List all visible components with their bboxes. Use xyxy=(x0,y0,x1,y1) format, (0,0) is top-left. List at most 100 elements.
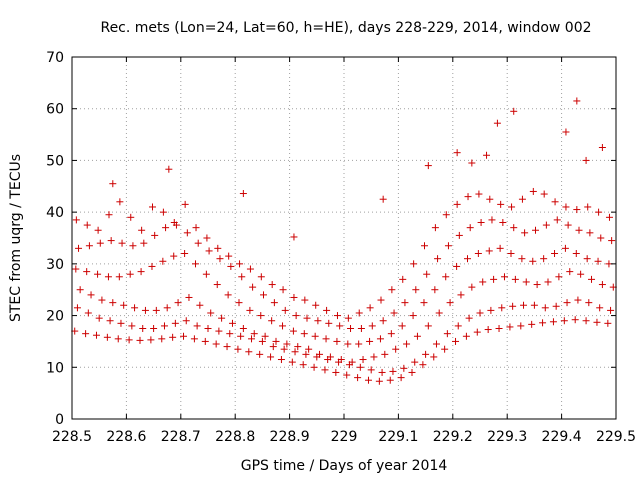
x-tick-label: 229.2 xyxy=(433,429,473,445)
data-point xyxy=(566,268,574,276)
data-point xyxy=(227,262,235,270)
data-point xyxy=(117,319,125,327)
data-point xyxy=(159,208,167,216)
data-point xyxy=(529,187,537,195)
data-point xyxy=(288,358,296,366)
data-point xyxy=(575,226,583,234)
data-point xyxy=(267,353,275,361)
data-point xyxy=(389,367,397,375)
data-point xyxy=(348,358,356,366)
data-point xyxy=(294,343,302,351)
data-point xyxy=(564,221,572,229)
data-point xyxy=(165,165,173,173)
data-point xyxy=(314,317,322,325)
data-point xyxy=(75,244,83,252)
data-point xyxy=(95,314,103,322)
data-point xyxy=(181,200,189,208)
data-point xyxy=(604,319,612,327)
data-point xyxy=(104,273,112,281)
data-point xyxy=(147,336,155,344)
data-point xyxy=(355,309,363,317)
x-tick-label: 228.8 xyxy=(215,429,255,445)
x-axis-label: GPS time / Days of year 2014 xyxy=(241,458,448,474)
data-point xyxy=(386,376,394,384)
data-point xyxy=(218,314,226,322)
data-point xyxy=(454,322,462,330)
data-point xyxy=(183,229,191,237)
y-tick-label: 60 xyxy=(46,102,64,118)
data-point xyxy=(347,325,355,332)
data-point xyxy=(510,224,518,232)
data-point xyxy=(397,374,405,382)
data-point xyxy=(72,216,80,224)
x-tick-label: 228.9 xyxy=(270,429,310,445)
data-point xyxy=(269,343,277,351)
y-tick-label: 70 xyxy=(46,50,64,66)
data-point xyxy=(370,353,378,361)
data-point xyxy=(238,273,246,281)
data-point xyxy=(212,340,220,348)
data-point xyxy=(446,299,454,307)
data-point xyxy=(128,322,136,330)
data-point xyxy=(540,255,548,263)
data-point xyxy=(399,275,407,283)
data-point xyxy=(474,250,482,258)
data-point xyxy=(333,337,341,345)
data-point xyxy=(409,312,417,320)
data-point xyxy=(510,107,518,115)
data-point xyxy=(507,250,515,258)
data-point xyxy=(468,283,476,291)
data-point xyxy=(129,242,137,250)
data-point xyxy=(228,319,236,327)
data-point xyxy=(159,257,167,265)
data-point xyxy=(204,325,212,332)
data-point xyxy=(435,309,443,317)
data-point xyxy=(332,368,340,376)
data-point xyxy=(344,340,352,348)
data-point xyxy=(562,128,570,136)
data-point xyxy=(215,327,223,335)
data-point xyxy=(194,239,202,247)
data-point xyxy=(72,265,80,273)
data-point xyxy=(311,332,319,340)
data-point xyxy=(94,226,102,234)
data-point xyxy=(202,270,210,278)
data-point xyxy=(422,350,430,358)
data-point xyxy=(401,299,409,307)
data-point xyxy=(390,309,398,317)
data-point xyxy=(326,353,334,361)
data-point xyxy=(256,350,264,358)
data-point xyxy=(299,361,307,369)
data-point xyxy=(150,325,158,332)
data-point xyxy=(180,332,188,340)
data-point xyxy=(430,353,438,361)
data-point xyxy=(473,328,481,336)
data-point xyxy=(468,159,476,167)
data-point xyxy=(160,322,168,330)
data-point xyxy=(171,319,179,327)
data-point xyxy=(381,350,389,358)
data-point xyxy=(539,319,547,327)
data-point xyxy=(598,144,606,151)
data-point xyxy=(584,203,592,211)
data-point xyxy=(410,260,418,268)
data-point xyxy=(485,247,493,255)
data-point xyxy=(185,293,193,301)
data-point xyxy=(464,193,472,201)
data-point xyxy=(367,366,375,374)
data-point xyxy=(224,291,232,299)
data-point xyxy=(593,318,601,326)
x-tick-label: 229.1 xyxy=(378,429,418,445)
data-point xyxy=(375,377,383,385)
data-point xyxy=(289,327,297,335)
data-point xyxy=(597,234,605,242)
plot-frame xyxy=(71,56,617,420)
data-point xyxy=(148,262,156,270)
y-tick-label: 50 xyxy=(46,153,64,169)
data-point xyxy=(250,330,258,338)
data-point xyxy=(588,275,596,283)
data-point xyxy=(214,244,222,252)
data-point xyxy=(207,309,215,317)
data-point xyxy=(223,343,231,351)
data-point xyxy=(140,239,148,247)
